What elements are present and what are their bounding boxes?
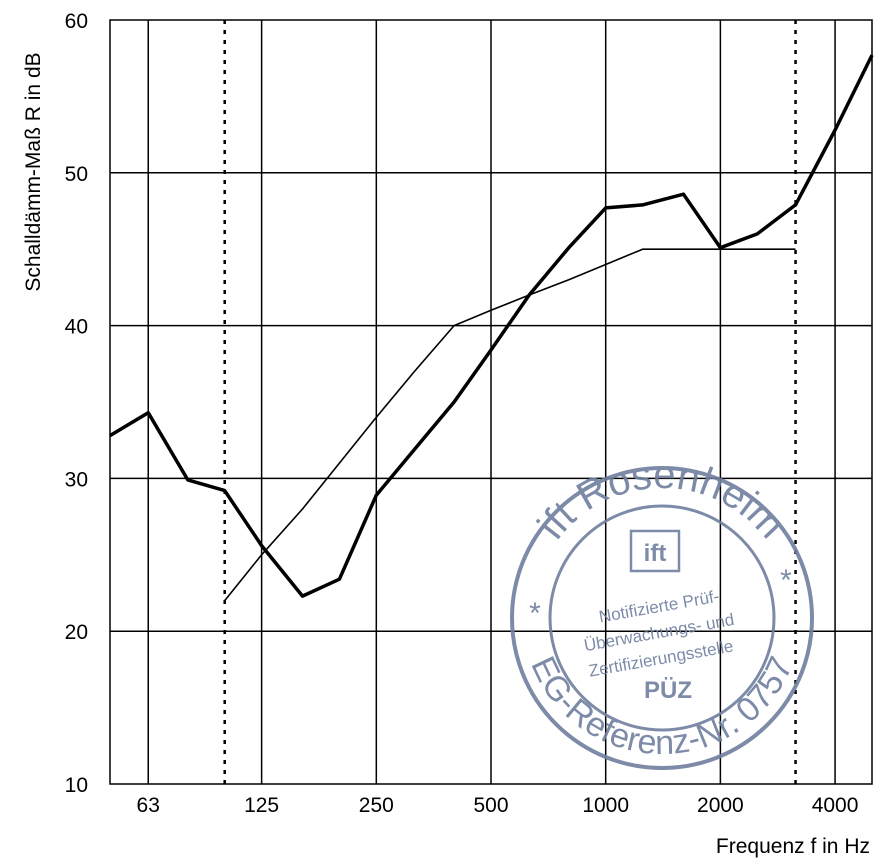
x-tick-label: 500 (473, 794, 508, 817)
y-tick-label: 50 (65, 163, 88, 186)
stamp-star-left: * (529, 597, 541, 630)
tick-labels: 10 20 30 40 50 60 63 125 250 500 1000 2000 4000 (65, 10, 859, 817)
measured-curve-line (109, 54, 874, 598)
vertical-markers (223, 20, 797, 784)
stamp-logo-box (629, 529, 681, 573)
stamp-outer-ring (510, 466, 814, 770)
ift-rosenheim-stamp: ift Rosenheim EG-Referenz-Nr. 0757 * * i… (510, 453, 814, 770)
y-tick-label: 20 (65, 621, 88, 644)
y-tick-label: 40 (65, 316, 88, 339)
stamp-top-text: ift Rosenheim (529, 453, 793, 547)
y-tick-label: 10 (65, 774, 88, 797)
y-tick-label: 60 (65, 10, 88, 33)
x-tick-label: 4000 (812, 794, 859, 817)
x-tick-label: 2000 (697, 794, 744, 817)
data-series (109, 54, 874, 602)
reference-curve-line (224, 248, 796, 602)
y-axis-label: Schalldämm-Maß R in dB (22, 52, 45, 291)
x-tick-label: 63 (137, 794, 160, 817)
stamp-logo: ift (644, 540, 667, 567)
x-axis-label: Frequenz f in Hz (716, 835, 870, 858)
stamp-star-right: * (780, 564, 792, 597)
plot-frame (109, 19, 873, 785)
y-tick-label: 30 (65, 468, 88, 491)
stamp-inner-ring (548, 504, 776, 732)
grid (110, 20, 872, 784)
stamp-line-4: PÜZ (644, 677, 692, 704)
x-tick-label: 125 (244, 794, 279, 817)
x-tick-label: 1000 (582, 794, 629, 817)
x-tick-label: 250 (359, 794, 394, 817)
